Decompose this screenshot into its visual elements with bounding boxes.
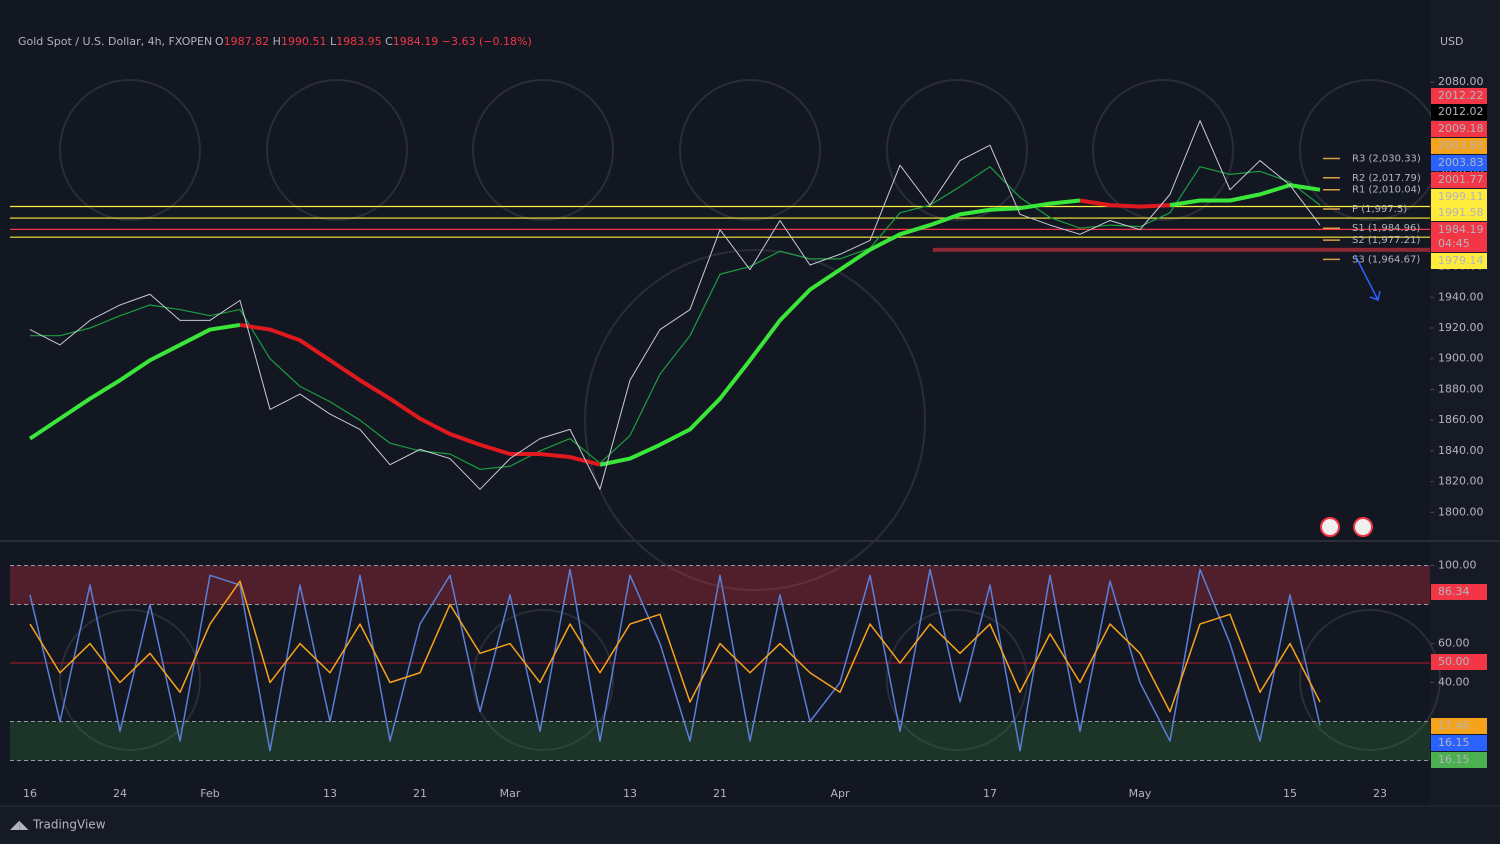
watermark: [59, 79, 1441, 751]
price-label-box: [1431, 104, 1487, 120]
ohlc: O1987.82 H1990.51 L1983.95 C1984.19 −3.6…: [215, 35, 532, 48]
y-tick-label: 1940.00: [1438, 290, 1484, 303]
zone-band: [10, 565, 1430, 605]
x-tick-label: 15: [1283, 787, 1297, 800]
price-label: 16.15: [1438, 736, 1470, 749]
price-label-box: [1431, 735, 1487, 751]
price-label: 1984.19: [1438, 223, 1484, 236]
x-tick-label: 13: [623, 787, 637, 800]
series-line: [29, 120, 1321, 490]
y-tick-label: 1800.00: [1438, 505, 1484, 518]
price-label: 17.46: [1438, 719, 1470, 732]
brand-logo: ◢◣: [10, 818, 29, 832]
price-label: 2012.02: [1438, 105, 1484, 118]
ohlc-value: 1983.95: [336, 35, 382, 48]
brand: TradingView: [32, 818, 106, 832]
y-tick-label: 1840.00: [1438, 444, 1484, 457]
x-tick-label: 13: [323, 787, 337, 800]
x-tick-label: Mar: [500, 787, 521, 800]
ohlc-value: 1984.19: [393, 35, 439, 48]
price-label: 1991.58: [1438, 206, 1484, 219]
price-label: 2003.83: [1438, 139, 1484, 152]
drawn-arrow: [1354, 254, 1381, 302]
x-tick-label: 23: [1373, 787, 1387, 800]
pivot-label: S2 (1,977.21): [1352, 235, 1420, 246]
price-label: 1979.14: [1438, 254, 1484, 267]
y-tick-label: 1880.00: [1438, 382, 1484, 395]
x-tick-label: Feb: [200, 787, 219, 800]
currency: USD: [1440, 35, 1464, 48]
price-label: 50.00: [1438, 655, 1470, 668]
ohlc-key: O: [215, 35, 224, 48]
pivot-label: S1 (1,984.96): [1352, 223, 1420, 234]
y-tick-label: 2080.00: [1438, 75, 1484, 88]
price-label: 86.34: [1438, 585, 1470, 598]
price-label: 2003.83: [1438, 156, 1484, 169]
pivot-label: R3 (2,030.33): [1352, 154, 1421, 165]
event-icon[interactable]: [1320, 517, 1340, 537]
price-label: 1999.11: [1438, 190, 1484, 203]
pivot-label: R2 (2,017.79): [1352, 173, 1421, 184]
x-tick-label: 21: [713, 787, 727, 800]
price-label-box: [1431, 88, 1487, 104]
event-icons: [1320, 517, 1373, 537]
y-tick-label: 100.00: [1438, 559, 1477, 572]
price-label-box: [1431, 253, 1487, 269]
x-tick-label: 24: [113, 787, 127, 800]
x-tick-label: 16: [23, 787, 37, 800]
ohlc-value: 1990.51: [281, 35, 327, 48]
y-tick-label: 40.00: [1438, 676, 1470, 689]
price-label-box: [1431, 654, 1487, 670]
y-tick-label: 1820.00: [1438, 475, 1484, 488]
event-icon[interactable]: [1353, 517, 1373, 537]
price-label-box: [1431, 236, 1487, 252]
price-label: 2012.22: [1438, 89, 1484, 102]
price-label-box: [1431, 584, 1487, 600]
y-tick-label: 60.00: [1438, 637, 1470, 650]
y-tick-label: 1860.00: [1438, 413, 1484, 426]
price-label-box: [1431, 121, 1487, 137]
symbol: Gold Spot / U.S. Dollar, 4h, FXOPEN: [18, 35, 212, 48]
series-line: [28, 183, 1321, 467]
price-label-box: [1431, 752, 1487, 768]
series-line: [29, 568, 1321, 752]
price-label-box: [1431, 205, 1487, 221]
pivot-label: S3 (1,964.67): [1352, 254, 1420, 265]
price-label-box: [1431, 718, 1487, 734]
x-tick-label: 17: [983, 787, 997, 800]
series-line: [239, 198, 1171, 467]
price-label-box: [1431, 189, 1487, 205]
y-tick-label: 1900.00: [1438, 352, 1484, 365]
y-tick-label: 1920.00: [1438, 321, 1484, 334]
ohlc-key: C: [385, 35, 393, 48]
price-label: 2001.77: [1438, 173, 1484, 186]
price-label: 16.15: [1438, 753, 1470, 766]
ohlc-value: 1987.82: [224, 35, 270, 48]
price-label-box: [1431, 138, 1487, 154]
ohlc-key: L: [330, 35, 337, 48]
x-tick-label: 21: [413, 787, 427, 800]
price-label-box: [1431, 222, 1487, 238]
pivot-label: R1 (2,010.04): [1352, 185, 1421, 196]
zone-band: [10, 721, 1430, 761]
price-label: 04:45: [1438, 237, 1470, 250]
x-tick-label: Apr: [830, 787, 850, 800]
change: −3.63 (−0.18%): [442, 35, 532, 48]
pivot-label: P (1,997.5): [1352, 204, 1407, 215]
price-label-box: [1431, 155, 1487, 171]
price-label: 2009.18: [1438, 122, 1484, 135]
x-tick-label: May: [1129, 787, 1152, 800]
ohlc-key: H: [273, 35, 281, 48]
support-zone: [933, 247, 1430, 252]
price-label-box: [1431, 172, 1487, 188]
series-line: [29, 580, 1321, 713]
